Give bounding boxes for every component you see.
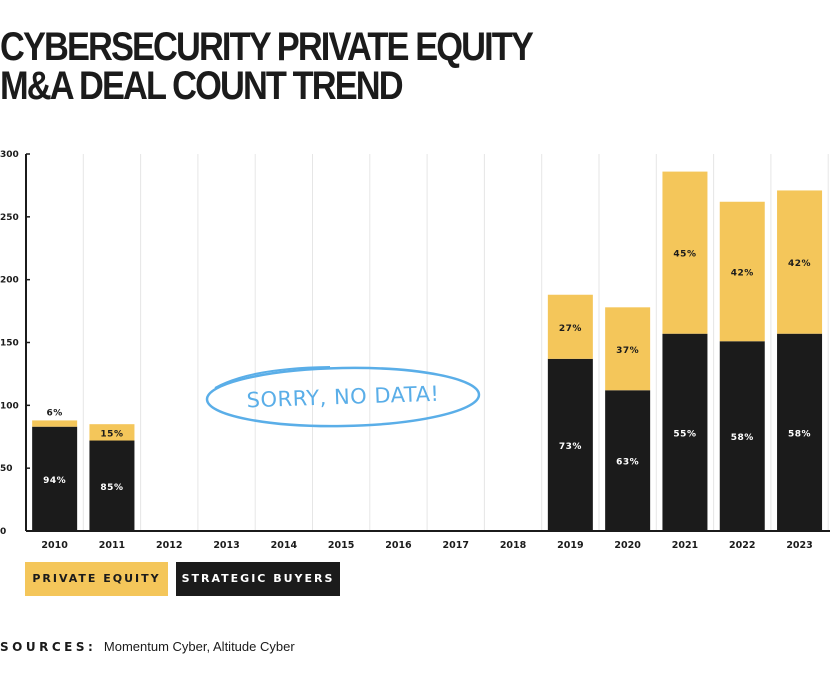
sources-label: SOURCES:: [0, 640, 97, 654]
data-label-strategic-buyers: 73%: [559, 442, 582, 452]
data-label-strategic-buyers: 85%: [100, 483, 123, 493]
x-tick-label: 2013: [213, 540, 239, 551]
bar-private-equity: [777, 190, 823, 334]
bar-strategic-buyers: [605, 390, 651, 531]
x-tick-label: 2020: [614, 540, 641, 551]
legend-strategic-buyers: STRATEGIC BUYERS: [176, 562, 340, 596]
data-label-strategic-buyers: 63%: [616, 458, 639, 468]
y-tick-label: 250: [0, 213, 19, 223]
x-tick-label: 2022: [729, 540, 755, 551]
bar-private-equity: [605, 307, 651, 391]
chart-title: CYBERSECURITY PRIVATE EQUITY M&A DEAL CO…: [0, 25, 534, 108]
bar-private-equity: [89, 424, 135, 441]
y-tick-label: 100: [0, 401, 19, 411]
x-tick-label: 2010: [41, 540, 68, 551]
bars: [32, 171, 823, 531]
no-data-annotation: SORRY, NO DATA!: [205, 366, 481, 428]
data-label-strategic-buyers: 94%: [43, 476, 66, 486]
data-label-private-equity: 15%: [100, 429, 123, 439]
grid-lines: [82, 154, 829, 531]
bar-strategic-buyers: [777, 333, 823, 531]
bar-private-equity: [719, 201, 765, 342]
x-tick-label: 2011: [99, 540, 125, 551]
data-label-strategic-buyers: 58%: [731, 433, 754, 443]
x-tick-label: 2012: [156, 540, 182, 551]
y-tick-label: 150: [0, 339, 19, 349]
axes: 0 50 100 150 200 250 300: [0, 150, 830, 537]
y-tick-label: 200: [0, 276, 19, 286]
x-tick-label: 2018: [500, 540, 527, 551]
sources-text: Momentum Cyber, Altitude Cyber: [103, 639, 295, 654]
bar-strategic-buyers: [547, 358, 593, 531]
y-tick-label: 300: [0, 150, 19, 160]
annotation-text: SORRY, NO DATA!: [246, 382, 440, 413]
bar-strategic-buyers: [662, 333, 708, 531]
data-label-private-equity: 6%: [47, 408, 63, 418]
data-label-private-equity: 37%: [616, 346, 639, 356]
x-tick-label: 2015: [328, 540, 354, 551]
data-label-strategic-buyers: 58%: [788, 429, 811, 439]
legend-private-equity: PRIVATE EQUITY: [25, 562, 168, 596]
y-tick-label: 50: [0, 464, 13, 474]
annotation-ellipse-tail: [214, 366, 331, 389]
sources-line: SOURCES: Momentum Cyber, Altitude Cyber: [0, 639, 295, 654]
data-label-private-equity: 27%: [559, 324, 582, 334]
y-tick-label: 0: [0, 527, 6, 537]
data-label-private-equity: 42%: [788, 259, 811, 269]
data-label-private-equity: 42%: [731, 268, 754, 278]
title-line-1: CYBERSECURITY PRIVATE EQUITY: [0, 25, 534, 69]
bar-private-equity: [662, 171, 708, 334]
title-line-2: M&A DEAL COUNT TREND: [0, 64, 404, 108]
data-label-private-equity: 45%: [673, 250, 696, 260]
x-tick-label: 2021: [672, 540, 698, 551]
data-label-strategic-buyers: 55%: [673, 429, 696, 439]
bar-strategic-buyers: [719, 341, 765, 531]
x-tick-label: 2023: [786, 540, 812, 551]
bar-strategic-buyers: [89, 440, 135, 531]
x-tick-label: 2016: [385, 540, 412, 551]
bar-private-equity: [32, 420, 78, 427]
x-tick-label: 2019: [557, 540, 583, 551]
x-tick-label: 2017: [443, 540, 469, 551]
labels: 2010 2011 2012 2013 2014 2015 2016 2017 2018 2019…: [41, 250, 812, 551]
x-tick-label: 2014: [271, 540, 298, 551]
bar-strategic-buyers: [32, 426, 78, 531]
bar-private-equity: [547, 294, 593, 359]
annotation-ellipse: [205, 366, 481, 428]
